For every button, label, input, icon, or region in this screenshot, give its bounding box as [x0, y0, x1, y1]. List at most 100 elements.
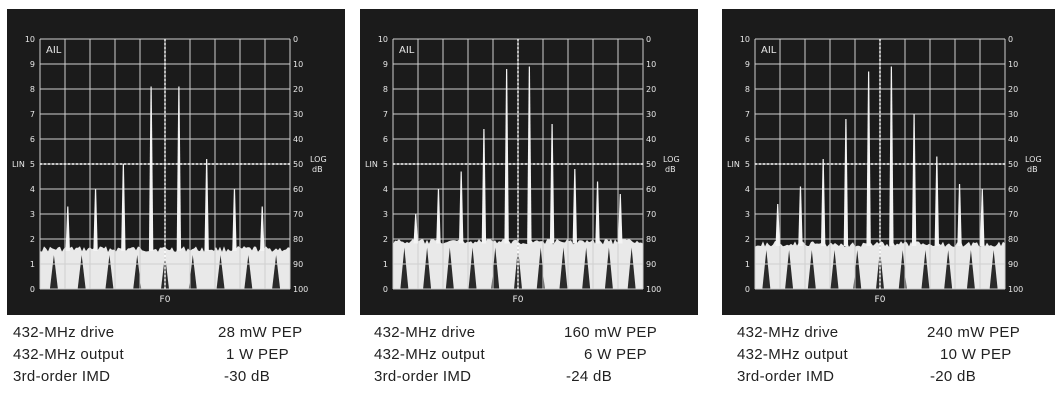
spectrum-peak: [260, 206, 265, 251]
log-label: LOG: [663, 155, 680, 164]
drive-value: 240 mW PEP: [927, 324, 1021, 341]
noise-gap: [921, 250, 930, 289]
left-scale-label: 2: [745, 235, 750, 244]
left-scale-label: 6: [30, 135, 35, 144]
right-scale-label: 20: [646, 85, 656, 94]
right-scale-label: 50: [293, 160, 303, 169]
center-frequency-label: F0: [875, 295, 886, 305]
left-scale-label: 9: [30, 60, 35, 69]
noise-gap: [762, 250, 771, 289]
right-scale-label: 60: [646, 185, 656, 194]
left-scale-label: 4: [383, 185, 388, 194]
noise-gap: [807, 250, 816, 289]
db-label: dB: [1027, 165, 1038, 174]
noise-gap: [944, 250, 953, 289]
spectrum-peak: [93, 189, 98, 251]
left-scale-label: 5: [30, 160, 35, 169]
right-scale-label: 0: [293, 35, 298, 44]
imd-label: 3rd-order IMD: [13, 368, 111, 385]
output-value: 1 W PEP: [226, 346, 289, 363]
left-scale-label: 1: [745, 260, 750, 269]
noise-gap: [966, 250, 975, 289]
left-scale-label: 4: [745, 185, 750, 194]
noise-gap: [272, 255, 281, 289]
lin-label: LIN: [12, 160, 25, 169]
spectrum-graph-2: 0123456789101009080706050403020100AILLIN…: [365, 35, 680, 305]
right-scale-label: 40: [646, 135, 656, 144]
noise-gap: [445, 247, 454, 289]
left-scale-label: 1: [383, 260, 388, 269]
output-label: 432-MHz output: [13, 346, 124, 363]
db-label: dB: [665, 165, 676, 174]
log-label: LOG: [310, 155, 327, 164]
left-scale-label: 3: [745, 210, 750, 219]
left-scale-label: 8: [30, 85, 35, 94]
right-scale-label: 50: [646, 160, 656, 169]
log-label: LOG: [1025, 155, 1042, 164]
spectrum-peak: [618, 194, 623, 244]
right-scale-label: 20: [293, 85, 303, 94]
right-scale-label: 70: [646, 210, 656, 219]
right-scale-label: 30: [1008, 110, 1018, 119]
right-scale-label: 60: [293, 185, 303, 194]
spectrum-display-2: 0 1 2 3 4 5 6 7 8 9 10 100 90 80 70 60 50 40 30 20 10 0 AIL LIN…: [360, 9, 698, 315]
left-scale-label: 7: [745, 110, 750, 119]
noise-gap: [105, 255, 114, 289]
noise-gap: [559, 247, 568, 289]
spectrum-peak: [843, 119, 849, 246]
spectrum-peak: [65, 206, 70, 251]
spectrum-peak: [176, 86, 182, 251]
noise-gap: [216, 255, 225, 289]
spectrum-graph-3: 0123456789101009080706050403020100AILLIN…: [727, 35, 1042, 305]
spectrum-peak: [413, 214, 418, 244]
right-scale-label: 0: [1008, 35, 1013, 44]
center-frequency-label: F0: [160, 295, 171, 305]
right-scale-label: 60: [1008, 185, 1018, 194]
scope-tag-label: AIL: [46, 45, 62, 56]
spectrum-peak: [481, 129, 487, 244]
left-scale-label: 3: [383, 210, 388, 219]
noise-gap: [627, 247, 636, 289]
right-scale-label: 30: [646, 110, 656, 119]
spectrum-peak: [934, 156, 940, 246]
spectrum-peak: [148, 86, 154, 251]
right-scale-label: 100: [293, 285, 308, 294]
left-scale-label: 10: [740, 35, 750, 44]
noise-gap: [133, 255, 142, 289]
center-frequency-label: F0: [513, 295, 524, 305]
spectrum-graph-1: 0123456789101009080706050403020100AILLIN…: [12, 35, 327, 305]
spectrum-peak: [121, 164, 126, 251]
lin-label: LIN: [365, 160, 378, 169]
noise-gap: [49, 255, 58, 289]
left-scale-label: 6: [383, 135, 388, 144]
imd-label: 3rd-order IMD: [737, 368, 835, 385]
spectrum-display-1: 0 1 2 3 4 5 6 7 8 9 10 100 90 80 70 60 50 40 30 20 10 0 AIL LIN…: [7, 9, 345, 315]
noise-gap: [423, 247, 432, 289]
output-value: 6 W PEP: [584, 346, 647, 363]
spectrum-peak: [458, 171, 464, 244]
spectrum-peak: [549, 124, 555, 244]
spectrum-peak: [232, 189, 237, 251]
imd-label: 3rd-order IMD: [374, 368, 472, 385]
left-scale-label: 7: [383, 110, 388, 119]
left-scale-label: 2: [383, 235, 388, 244]
right-scale-label: 10: [293, 60, 303, 69]
left-scale-label: 5: [383, 160, 388, 169]
output-label: 432-MHz output: [737, 346, 848, 363]
left-scale-label: 8: [383, 85, 388, 94]
left-scale-label: 0: [30, 285, 35, 294]
scope-tag-label: AIL: [761, 45, 777, 56]
left-scale-label: 9: [745, 60, 750, 69]
spectrum-peak: [820, 159, 826, 246]
imd-value: -30 dB: [224, 368, 270, 385]
right-scale-label: 90: [293, 260, 303, 269]
right-scale-label: 70: [1008, 210, 1018, 219]
spectrum-peak: [595, 181, 600, 244]
spectrum-display-3: 0 1 2 3 4 5 6 7 8 9 10 100 90 80 70 60 50 40 30 20 10 0 AIL LIN…: [722, 9, 1055, 315]
right-scale-label: 70: [293, 210, 303, 219]
left-scale-label: 1: [30, 260, 35, 269]
spectrum-peak: [527, 66, 532, 244]
noise-gap: [604, 247, 613, 289]
left-scale-label: 5: [745, 160, 750, 169]
drive-value: 160 mW PEP: [564, 324, 658, 341]
